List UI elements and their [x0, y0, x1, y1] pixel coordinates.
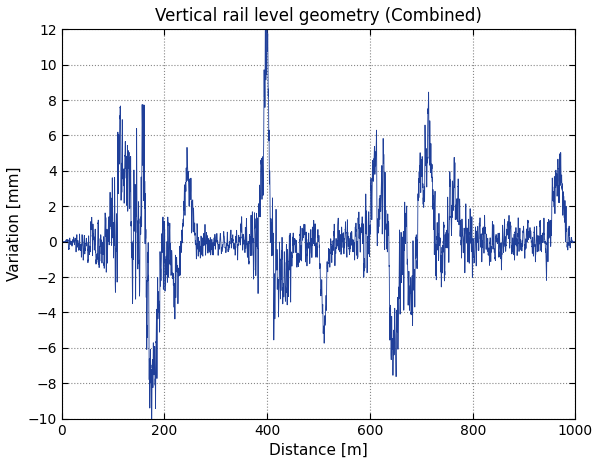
Y-axis label: Variation [mm]: Variation [mm]	[7, 167, 22, 281]
Title: Vertical rail level geometry (Combined): Vertical rail level geometry (Combined)	[155, 7, 482, 25]
X-axis label: Distance [m]: Distance [m]	[269, 443, 368, 458]
